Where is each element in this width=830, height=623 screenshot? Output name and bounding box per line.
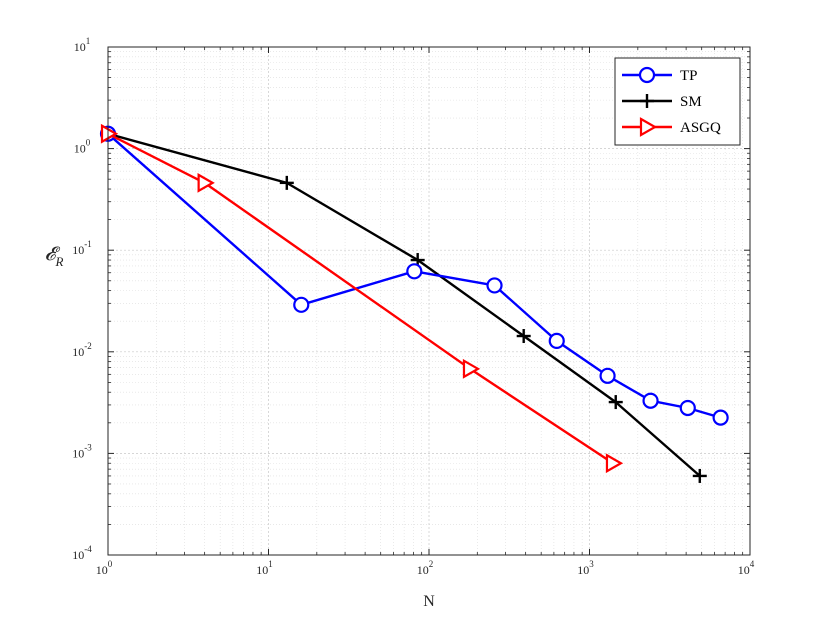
data-point-tp	[712, 409, 729, 426]
legend-marker-asgq	[639, 117, 658, 137]
legend-item-sm: SM	[622, 94, 702, 110]
data-point-tp	[406, 263, 423, 280]
data-point-sm	[279, 175, 294, 190]
legend: TP SM ASGQ	[614, 57, 741, 146]
ticks-layer	[107, 46, 751, 556]
series-line-sm	[107, 132, 701, 477]
data-point-asgq	[197, 172, 215, 193]
data-point-tp	[293, 296, 310, 313]
data-point-asgq	[605, 453, 624, 474]
x-tick-label: 100	[96, 559, 113, 577]
y-tick-label: 10-3	[72, 442, 92, 460]
x-tick-label: 103	[577, 559, 594, 577]
data-point-tp	[599, 367, 616, 384]
data-point-sm	[692, 468, 707, 483]
x-tick-label: 101	[256, 559, 273, 577]
legend-label-asgq: ASGQ	[680, 120, 721, 136]
data-point-sm	[516, 329, 531, 344]
series-asgq	[100, 123, 624, 474]
x-tick-label: 102	[417, 559, 434, 577]
x-axis-label: N	[423, 593, 435, 610]
y-tick-label: 10-1	[72, 239, 92, 257]
data-point-tp	[548, 332, 565, 350]
data-point-tp	[679, 399, 696, 417]
y-tick-label: 101	[74, 36, 91, 54]
data-point-tp	[642, 392, 659, 409]
y-axis-label-sub: R	[54, 254, 63, 269]
y-tick-label: 10-4	[72, 544, 92, 562]
legend-label-tp: TP	[680, 68, 698, 84]
x-tick-labels: 100 101 102 103 104	[96, 559, 755, 577]
y-tick-labels: 10-4 10-3 10-2 10-1 100 101	[72, 36, 92, 562]
data-point-asgq	[100, 123, 119, 144]
y-tick-label: 100	[74, 138, 91, 156]
legend-marker-tp	[638, 66, 656, 84]
x-tick-label: 104	[738, 559, 755, 577]
legend-marker-sm	[640, 94, 654, 108]
data-point-asgq	[462, 358, 481, 379]
data-point-sm	[608, 395, 623, 410]
legend-item-asgq: ASGQ	[622, 117, 721, 137]
legend-item-tp: TP	[622, 66, 698, 84]
data-point-tp	[486, 277, 503, 294]
series-line-asgq	[107, 132, 614, 465]
legend-label-sm: SM	[680, 94, 702, 110]
y-tick-label: 10-2	[72, 341, 92, 359]
